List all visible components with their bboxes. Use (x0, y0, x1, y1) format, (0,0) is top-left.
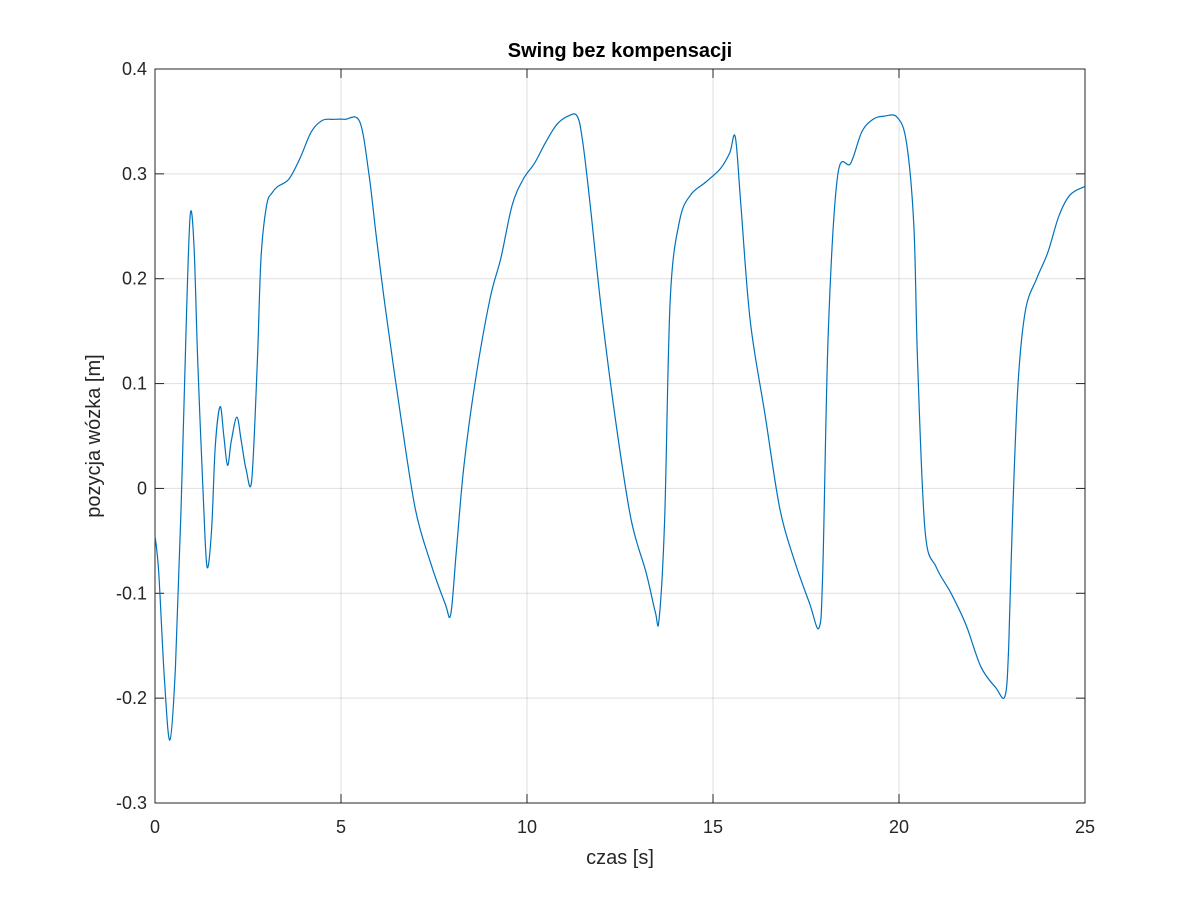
y-tick-labels: -0.3 -0.2 -0.1 0 0.1 0.2 0.3 0.4 (116, 59, 147, 813)
x-tick-label: 15 (703, 817, 723, 837)
y-tick-label: -0.2 (116, 688, 147, 708)
x-tick-label: 5 (336, 817, 346, 837)
y-tick-label: -0.1 (116, 583, 147, 603)
x-tick-label: 25 (1075, 817, 1095, 837)
plot-area-frame (154, 68, 1086, 804)
grid-lines (155, 69, 1085, 803)
y-axis-label: pozycja wózka [m] (83, 354, 105, 517)
y-tick-label: 0.4 (122, 59, 147, 79)
x-tick-label: 20 (889, 817, 909, 837)
x-tick-label: 10 (517, 817, 537, 837)
x-tick-labels: 0 5 10 15 20 25 (150, 817, 1095, 837)
y-tick-label: -0.3 (116, 793, 147, 813)
series-line (154, 113, 1086, 741)
y-tick-label: 0.3 (122, 164, 147, 184)
x-axis-label: czas [s] (586, 847, 654, 869)
axis-ticks (154, 68, 1086, 804)
x-tick-label: 0 (150, 817, 160, 837)
chart-title: Swing bez kompensacji (508, 40, 733, 62)
y-tick-label: 0.1 (122, 374, 147, 394)
y-tick-label: 0 (137, 478, 147, 498)
y-tick-label: 0.2 (122, 269, 147, 289)
